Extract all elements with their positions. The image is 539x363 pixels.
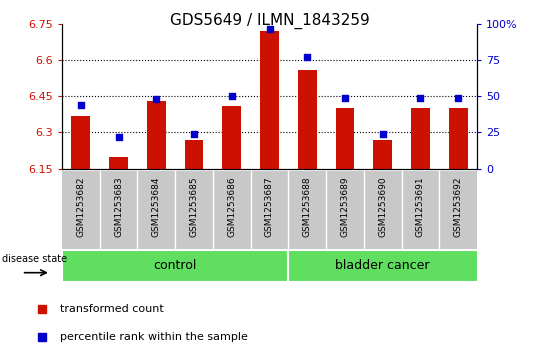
Point — [265, 26, 274, 32]
Text: bladder cancer: bladder cancer — [335, 260, 430, 272]
Bar — [288, 250, 477, 281]
Bar — [222, 106, 241, 169]
Point — [77, 102, 85, 108]
Point — [454, 95, 462, 101]
Text: GSM1253683: GSM1253683 — [114, 177, 123, 237]
Bar — [62, 250, 288, 281]
Bar — [71, 115, 90, 169]
Point — [416, 95, 425, 101]
Bar — [298, 70, 317, 169]
Point — [378, 131, 387, 137]
Point — [114, 134, 123, 140]
Bar — [335, 108, 355, 169]
Text: percentile rank within the sample: percentile rank within the sample — [60, 333, 248, 342]
Text: GSM1253692: GSM1253692 — [454, 177, 462, 237]
Text: GSM1253685: GSM1253685 — [190, 177, 198, 237]
Bar — [448, 108, 467, 169]
Point — [152, 96, 161, 102]
Bar — [373, 140, 392, 169]
Text: GSM1253691: GSM1253691 — [416, 177, 425, 237]
Text: control: control — [154, 260, 197, 272]
Text: transformed count: transformed count — [60, 304, 164, 314]
Point — [341, 95, 349, 101]
Bar — [411, 108, 430, 169]
Text: GSM1253687: GSM1253687 — [265, 177, 274, 237]
Text: GSM1253689: GSM1253689 — [341, 177, 349, 237]
Bar — [260, 31, 279, 169]
Point — [190, 131, 198, 137]
Text: GSM1253688: GSM1253688 — [303, 177, 312, 237]
Bar — [184, 140, 204, 169]
Text: disease state: disease state — [3, 254, 67, 264]
Text: GDS5649 / ILMN_1843259: GDS5649 / ILMN_1843259 — [170, 13, 369, 29]
Point — [227, 93, 236, 99]
Bar — [147, 101, 166, 169]
Bar — [109, 157, 128, 169]
Text: GSM1253690: GSM1253690 — [378, 177, 387, 237]
Text: GSM1253682: GSM1253682 — [77, 177, 85, 237]
Point — [303, 54, 312, 60]
Text: GSM1253684: GSM1253684 — [152, 177, 161, 237]
Text: GSM1253686: GSM1253686 — [227, 177, 236, 237]
